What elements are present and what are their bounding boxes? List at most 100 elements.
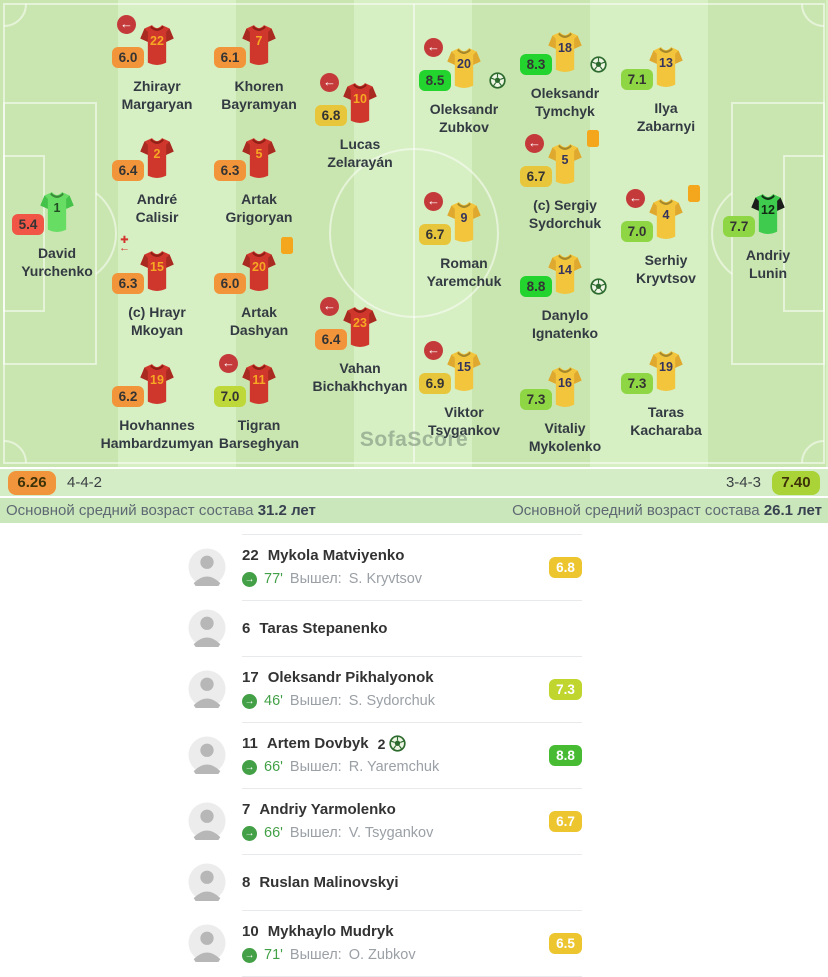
pitch-player-home[interactable]: ← 10 6.8 Lucas Zelarayán	[295, 73, 425, 172]
substitute-name: Mykhaylo Mudryk	[267, 923, 394, 940]
player-number: 19	[150, 373, 164, 387]
player-avatar	[188, 670, 226, 708]
player-avatar	[188, 924, 226, 962]
pitch-player-away[interactable]: ← 4 7.0 Serhiy Kryvtsov	[601, 185, 731, 288]
player-number: 1	[54, 201, 61, 215]
player-number: 4	[663, 208, 670, 222]
pitch-player-home[interactable]: ← 23 6.4 Vahan Bichakhchyan	[295, 297, 425, 396]
shirt-icon: 19	[140, 364, 174, 404]
player-rating-badge: 6.7	[520, 166, 552, 187]
player-shirt: ← 23 6.4	[315, 297, 380, 350]
pitch-player-home[interactable]: ✚ ← 15 6.3 (c) Hrayr Mkoyan	[92, 236, 222, 340]
substitution-minute: 77'	[264, 571, 283, 587]
substitute-rating-badge: 8.8	[549, 744, 582, 766]
pitch-player-away[interactable]: ← 9 6.7 Roman Yaremchuk	[399, 192, 529, 291]
substitute-row[interactable]: 8 Ruslan Malinovskyi	[188, 854, 582, 910]
pitch-player-home[interactable]: ← 22 6.0 Zhirayr Margaryan	[92, 15, 222, 114]
player-shirt: 14 8.8	[520, 253, 607, 297]
substituted-for-player: O. Zubkov	[348, 947, 416, 963]
substitute-row[interactable]: 6 Taras Stepanenko	[188, 600, 582, 656]
player-shirt: ← 15 6.9	[419, 341, 484, 394]
player-number: 19	[659, 360, 673, 374]
pitch-player-home[interactable]: 19 6.2 Hovhannes Hambardzumyan	[92, 363, 222, 453]
player-shirt: ← 5 6.7	[520, 130, 599, 187]
substitute-row[interactable]: 7 Andriy Yarmolenko → 66' Вышел: V. Tsyg…	[188, 788, 582, 854]
pitch-player-away[interactable]: 14 8.8 Danylo Ignatenko	[500, 253, 630, 343]
pitch-player-away[interactable]: 18 8.3 Oleksandr Tymchyk	[500, 31, 630, 121]
substitute-row[interactable]: 10 Mykhaylo Mudryk → 71' Вышел: O. Zubko…	[188, 910, 582, 976]
player-shirt: ← 4 7.0	[621, 185, 700, 242]
substituted-off-icon: ←	[219, 354, 238, 373]
substituted-for-player: S. Sydorchuk	[348, 693, 435, 709]
substitute-row[interactable]: 11 Artem Dovbyk 2 → 66' Вышел: R. Yaremc…	[188, 722, 582, 788]
pitch-player-away[interactable]: 19 7.3 Taras Kacharaba	[601, 350, 731, 440]
pitch-player-away[interactable]: ← 5 6.7 (c) Sergiy Sydorchuk	[500, 130, 630, 233]
player-name: Lucas Zelarayán	[327, 136, 393, 171]
substitute-rating-badge: 7.3	[549, 678, 582, 700]
pitch-player-home[interactable]: 5 6.3 Artak Grigoryan	[194, 137, 324, 227]
pitch-player-away[interactable]: ← 15 6.9 Viktor Tsygankov	[399, 341, 529, 440]
pitch-player-home[interactable]: 7 6.1 Khoren Bayramyan	[194, 24, 324, 114]
player-shirt: 18 8.3	[520, 31, 607, 75]
player-number: 20	[457, 57, 471, 71]
pitch-player-home[interactable]: 1 5.4 David Yurchenko	[0, 191, 122, 281]
substitute-row[interactable]: 22 Mykola Matviyenko → 77' Вышел: S. Kry…	[188, 534, 582, 600]
player-name: Roman Yaremchuk	[426, 255, 502, 290]
substitute-row[interactable]: 17 Oleksandr Pikhalyonok → 46' Вышел: S.…	[188, 656, 582, 722]
away-formation: 3-4-3	[725, 474, 761, 491]
away-average-age: Основной средний возраст состава 26.1 ле…	[512, 502, 822, 519]
substitute-rating-badge: 6.8	[549, 556, 582, 578]
player-rating-badge: 8.8	[520, 276, 552, 297]
player-number: 15	[150, 260, 164, 274]
formation-bar: 6.26 4-4-2 3-4-3 7.40	[0, 467, 828, 496]
substitution-label: Вышел:	[289, 947, 342, 963]
player-name: (c) Hrayr Mkoyan	[128, 304, 186, 339]
player-rating-badge: 8.5	[419, 70, 451, 91]
player-name: (c) Sergiy Sydorchuk	[528, 197, 602, 232]
substitute-number: 10	[242, 923, 259, 940]
player-rating-badge: 7.3	[520, 389, 552, 410]
player-name: Oleksandr Zubkov	[429, 101, 499, 136]
player-shirt: ✚ ← 15 6.3	[112, 236, 177, 294]
pitch-player-away[interactable]: 12 7.7 Andriy Lunin	[703, 193, 828, 283]
player-rating-badge: 8.3	[520, 54, 552, 75]
pitch-player-home[interactable]: 20 6.0 Artak Dashyan	[194, 237, 324, 340]
player-avatar	[188, 802, 226, 840]
pitch-player-away[interactable]: ← 20 8.5 Oleksandr Zubkov	[399, 38, 529, 137]
player-shirt: 16 7.3	[520, 366, 585, 410]
home-age-value: 31.2 лет	[257, 502, 316, 519]
player-rating-badge: 5.4	[12, 214, 44, 235]
player-number: 22	[150, 34, 164, 48]
shirt-icon: 12	[751, 194, 785, 234]
shirt-icon: 22	[140, 25, 174, 65]
player-shirt: 19 6.2	[112, 363, 177, 407]
shirt-icon: 2	[140, 138, 174, 178]
player-name: Ilya Zabarnyi	[636, 100, 696, 135]
player-name: Viktor Tsygankov	[427, 404, 501, 439]
player-number: 2	[154, 147, 161, 161]
player-shirt: 19 7.3	[621, 350, 686, 394]
substituted-off-icon: ←	[320, 73, 339, 92]
pitch-player-home[interactable]: 2 6.4 André Calisir	[92, 137, 222, 227]
player-name: Hovhannes Hambardzumyan	[100, 417, 214, 452]
substituted-off-icon: ←	[626, 189, 645, 208]
player-rating-badge: 7.1	[621, 69, 653, 90]
substitute-number: 7	[242, 801, 251, 818]
player-rating-badge: 6.8	[315, 105, 347, 126]
substitute-number: 8	[242, 874, 251, 891]
player-name: Artak Dashyan	[229, 304, 289, 339]
away-age-value: 26.1 лет	[763, 502, 822, 519]
pitch-player-away[interactable]: 16 7.3 Vitaliy Mykolenko	[500, 366, 630, 456]
player-number: 13	[659, 56, 673, 70]
substitution-minute: 71'	[264, 947, 283, 963]
pitch-player-away[interactable]: 13 7.1 Ilya Zabarnyi	[601, 46, 731, 136]
player-name: Tigran Barseghyan	[218, 417, 300, 452]
shirt-icon: 23	[343, 307, 377, 347]
pitch-player-home[interactable]: ← 11 7.0 Tigran Barseghyan	[194, 354, 324, 453]
player-avatar	[188, 863, 226, 901]
shirt-icon: 15	[140, 251, 174, 291]
goal-icon	[590, 278, 607, 295]
player-shirt: 13 7.1	[621, 46, 686, 90]
shirt-icon: 1	[40, 192, 74, 232]
